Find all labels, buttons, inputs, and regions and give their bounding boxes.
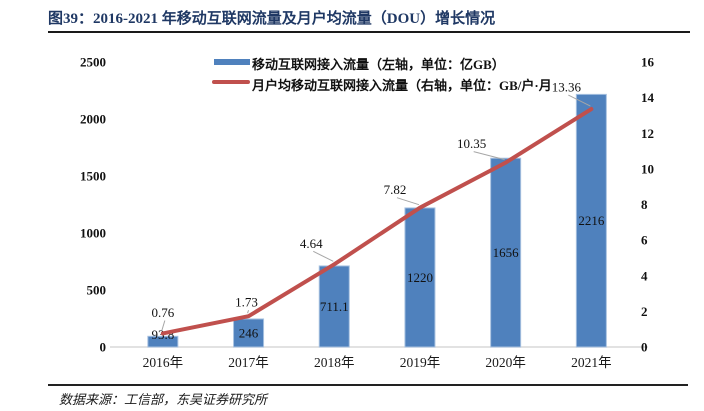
source-note: 数据来源：工信部，东吴证券研究所 (59, 392, 268, 407)
right-axis-tick: 16 (641, 55, 655, 70)
legend-label-bar-series: 移动互联网接入流量（左轴，单位：亿GB） (252, 57, 505, 72)
bar-label: 1656 (493, 245, 520, 260)
trend-line (160, 107, 594, 336)
bar-label: 1220 (407, 270, 433, 285)
line-point-label: 1.73 (235, 295, 258, 310)
bar-label: 246 (239, 325, 259, 340)
leader-line (396, 197, 420, 206)
bar-label: 711.1 (320, 299, 349, 314)
left-axis-tick: 0 (100, 340, 107, 355)
right-axis-tick: 8 (641, 197, 648, 212)
right-axis-tick: 12 (641, 126, 654, 141)
left-axis-tick: 2000 (80, 112, 106, 127)
line-point-label: 7.82 (384, 182, 407, 197)
line-series-swatch-icon (212, 80, 250, 84)
leader-line (161, 320, 166, 331)
right-axis-tick: 10 (641, 161, 654, 176)
bar (318, 265, 350, 348)
x-axis-label: 2021年 (571, 355, 612, 370)
bar (490, 157, 522, 348)
line-point-label: 0.76 (151, 305, 174, 320)
right-axis-tick: 6 (641, 233, 648, 248)
line-point-label: 13.36 (552, 80, 582, 95)
line-point-label: 4.64 (300, 236, 323, 251)
leader-line (247, 310, 250, 314)
x-axis-label: 2018年 (314, 355, 355, 370)
bar (575, 93, 607, 348)
right-axis-tick: 14 (641, 90, 655, 105)
x-axis-label: 2019年 (400, 355, 441, 370)
left-axis-tick: 500 (87, 283, 107, 298)
right-axis-tick: 4 (641, 268, 648, 283)
bar (404, 207, 436, 348)
figure-title: 图39：2016-2021 年移动互联网流量及月户均流量（DOU）增长情况 (48, 11, 496, 27)
left-axis-tick: 2500 (80, 55, 106, 70)
x-axis-label: 2017年 (228, 355, 269, 370)
leader-line (473, 151, 505, 161)
x-axis-label: 2020年 (485, 355, 526, 370)
right-axis-tick: 0 (641, 340, 648, 355)
line-point-label: 10.35 (457, 136, 486, 151)
right-axis-tick: 2 (641, 304, 648, 319)
left-axis-tick: 1500 (80, 169, 106, 184)
title-underline (48, 31, 690, 34)
bar (233, 318, 265, 348)
left-axis-tick: 1000 (80, 226, 106, 241)
bar (147, 335, 179, 348)
leader-line (313, 250, 334, 262)
bar-label: 2216 (578, 213, 605, 228)
x-axis-label: 2016年 (143, 355, 184, 370)
legend-label-line-series: 月户均移动互联网接入流量（右轴，单位：GB/户·月 (252, 78, 552, 93)
leader-line (568, 94, 591, 107)
footer-rule (48, 384, 688, 386)
bar-series-swatch-icon (214, 59, 250, 65)
